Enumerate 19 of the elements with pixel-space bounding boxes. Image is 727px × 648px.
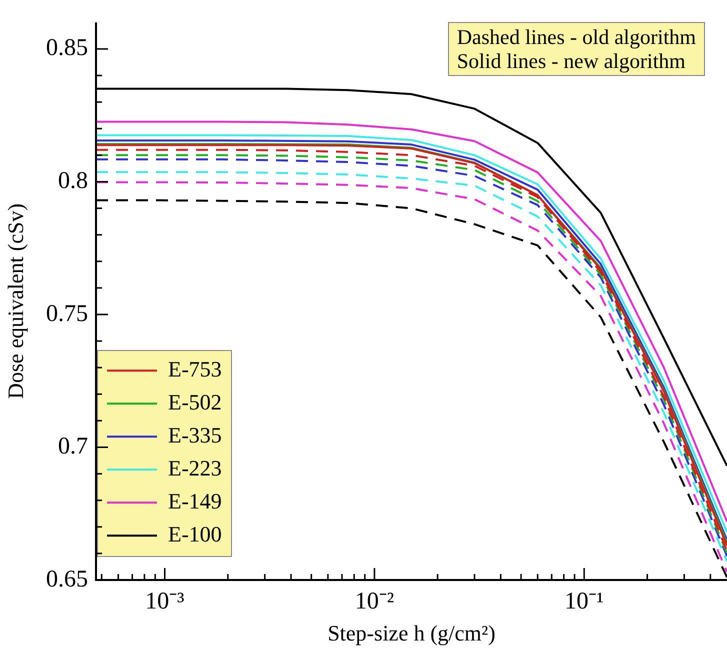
y-axis-title: Dose equivalent (cSv): [2, 203, 28, 399]
y-tick-label: 0.7: [58, 434, 88, 460]
y-tick-label: 0.85: [46, 35, 88, 62]
x-tick-label: 10⁻²: [354, 588, 394, 615]
legend-label: E-335: [168, 422, 222, 448]
note-box: Dashed lines - old algorithm Solid lines - new algorithm: [448, 22, 705, 76]
annotation: Dashed lines - old algorithm: [456, 25, 696, 50]
legend-label: E-149: [168, 488, 222, 514]
x-tick-label: 10⁻¹: [564, 588, 604, 615]
y-tick-label: 0.75: [46, 300, 88, 327]
legend-label: E-100: [168, 521, 222, 546]
legend-label: E-223: [168, 455, 222, 480]
x-tick-label: 10⁻³: [145, 588, 184, 615]
y-tick-label: 0.65: [46, 566, 88, 592]
annotation: Solid lines - new algorithm: [456, 49, 687, 74]
legend-label: E-753: [168, 356, 222, 382]
y-tick-label: 0.8: [58, 168, 88, 194]
legend-label: E-502: [168, 389, 222, 414]
x-axis-title: Step-size h (g/cm²): [328, 620, 496, 646]
